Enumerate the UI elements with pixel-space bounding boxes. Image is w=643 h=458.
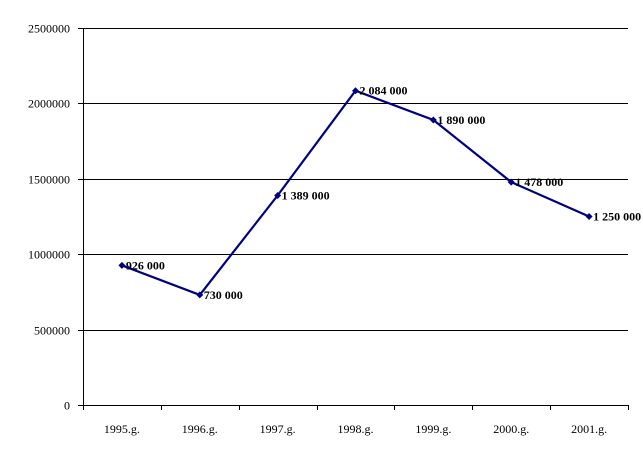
data-point-marker (274, 192, 282, 200)
data-point-marker (196, 291, 204, 299)
data-label: 1 890 000 (437, 113, 485, 127)
x-tick-label: 1996.g. (182, 422, 218, 436)
x-tick-label: 2001.g. (571, 422, 607, 436)
x-tick-label: 1998.g. (338, 422, 374, 436)
data-label: 2 084 000 (360, 84, 408, 98)
data-label: 926 000 (126, 258, 165, 272)
y-axis-tick-labels: 0 500000 1000000 1500000 2000000 2500000 (28, 22, 70, 413)
gridlines (83, 28, 628, 331)
series-line (121, 89, 590, 297)
y-tick-label: 1500000 (28, 173, 70, 187)
x-tick-label: 1995.g. (104, 422, 140, 436)
data-point-marker (118, 261, 126, 269)
y-tick-label: 2500000 (28, 22, 70, 36)
y-tick-label: 2000000 (28, 97, 70, 111)
data-point-marker (507, 178, 515, 186)
data-point-marker (352, 87, 359, 95)
data-label: 1 389 000 (282, 189, 330, 203)
x-tick-label: 1999.g. (415, 422, 451, 436)
data-label: 1 478 000 (515, 175, 563, 189)
data-point-marker (429, 116, 437, 124)
data-point-marker (585, 213, 593, 220)
x-tick-label: 1997.g. (260, 422, 296, 436)
data-series-line (118, 87, 593, 299)
y-tick-label: 0 (64, 399, 70, 413)
data-labels: 926 000 730 000 1 389 000 2 084 000 1 890 00… (126, 84, 641, 302)
axes (78, 28, 629, 410)
y-tick-label: 500000 (34, 324, 70, 338)
data-label: 1 250 000 (593, 210, 641, 224)
y-tick-label: 1000000 (28, 248, 70, 262)
data-label: 730 000 (204, 288, 243, 302)
x-axis-tick-labels: 1995.g. 1996.g. 1997.g. 1998.g. 1999.g. 2000.… (104, 422, 607, 436)
x-tick-label: 2000.g. (493, 422, 529, 436)
